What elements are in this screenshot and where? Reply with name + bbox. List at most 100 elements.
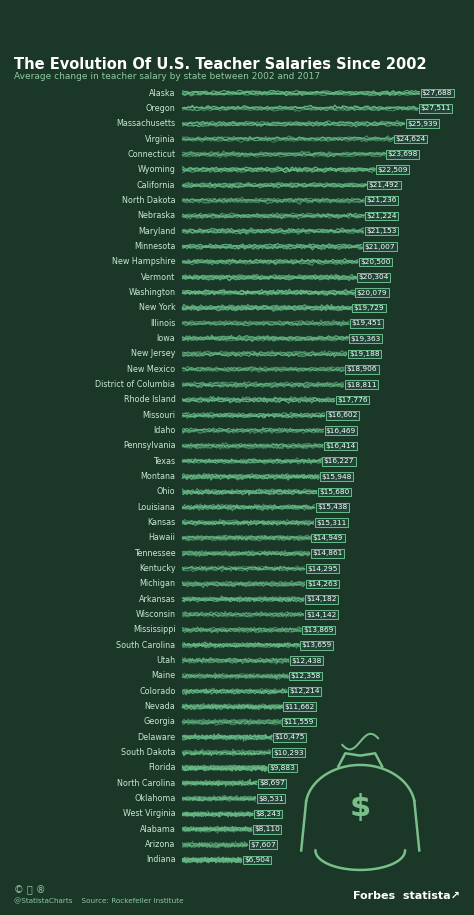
- Text: Nebraska: Nebraska: [137, 211, 175, 221]
- Text: $20,079: $20,079: [357, 289, 387, 296]
- Text: @StatistaCharts    Source: Rockefeller Institute: @StatistaCharts Source: Rockefeller Inst…: [14, 898, 184, 904]
- Text: Louisiana: Louisiana: [137, 502, 175, 511]
- Text: $19,729: $19,729: [354, 305, 384, 311]
- Text: West Virginia: West Virginia: [123, 810, 175, 819]
- Text: $14,263: $14,263: [307, 581, 337, 587]
- Text: $8,243: $8,243: [255, 811, 281, 817]
- Text: New York: New York: [138, 304, 175, 312]
- Text: Iowa: Iowa: [156, 334, 175, 343]
- Text: Oregon: Oregon: [146, 104, 175, 113]
- Text: Minnesota: Minnesota: [134, 242, 175, 251]
- Text: $12,358: $12,358: [291, 673, 321, 679]
- Text: © ⓘ ®: © ⓘ ®: [14, 885, 46, 895]
- Text: Idaho: Idaho: [153, 426, 175, 435]
- Text: Hawaii: Hawaii: [148, 533, 175, 543]
- Text: $8,531: $8,531: [258, 796, 283, 802]
- Text: $16,469: $16,469: [326, 427, 356, 434]
- Text: $18,906: $18,906: [346, 366, 377, 372]
- Text: $25,939: $25,939: [407, 121, 437, 127]
- Text: $15,948: $15,948: [321, 474, 352, 479]
- Text: $16,414: $16,414: [325, 443, 356, 449]
- Text: Kentucky: Kentucky: [139, 564, 175, 573]
- Text: $11,662: $11,662: [285, 704, 315, 710]
- Text: Maine: Maine: [151, 672, 175, 681]
- Text: Massachusetts: Massachusetts: [116, 119, 175, 128]
- Text: Kansas: Kansas: [147, 518, 175, 527]
- Text: $21,492: $21,492: [369, 182, 399, 188]
- Text: Utah: Utah: [156, 656, 175, 665]
- Text: $23,698: $23,698: [388, 152, 418, 157]
- Text: Vermont: Vermont: [141, 273, 175, 282]
- Text: $10,293: $10,293: [273, 749, 303, 756]
- Text: District of Columbia: District of Columbia: [95, 380, 175, 389]
- Text: Ohio: Ohio: [157, 488, 175, 497]
- Text: Oklahoma: Oklahoma: [134, 794, 175, 803]
- Text: $20,500: $20,500: [360, 259, 391, 264]
- Text: New Jersey: New Jersey: [131, 350, 175, 359]
- Text: Michigan: Michigan: [139, 579, 175, 588]
- Text: Connecticut: Connecticut: [127, 150, 175, 159]
- Text: $15,680: $15,680: [319, 489, 349, 495]
- Text: $14,295: $14,295: [307, 565, 337, 572]
- Text: $21,224: $21,224: [366, 213, 397, 219]
- Text: North Carolina: North Carolina: [117, 779, 175, 788]
- Text: $8,697: $8,697: [259, 780, 285, 786]
- Text: California: California: [137, 180, 175, 189]
- Text: $14,861: $14,861: [312, 550, 342, 556]
- Text: Rhode Island: Rhode Island: [124, 395, 175, 404]
- Text: Pennsylvania: Pennsylvania: [123, 441, 175, 450]
- Text: $12,214: $12,214: [290, 688, 320, 694]
- Text: Forbes  statista↗: Forbes statista↗: [353, 891, 460, 901]
- Text: New Mexico: New Mexico: [127, 365, 175, 373]
- Text: Indiana: Indiana: [146, 856, 175, 865]
- Text: $19,363: $19,363: [351, 336, 381, 341]
- Text: Maryland: Maryland: [138, 227, 175, 236]
- Text: $9,883: $9,883: [269, 765, 295, 771]
- Text: South Carolina: South Carolina: [116, 640, 175, 650]
- Text: $14,182: $14,182: [306, 597, 337, 602]
- Text: $19,451: $19,451: [351, 320, 382, 326]
- Text: Illinois: Illinois: [150, 318, 175, 328]
- Text: $27,688: $27,688: [422, 91, 452, 96]
- Text: $11,559: $11,559: [284, 719, 314, 725]
- Text: New Hampshire: New Hampshire: [112, 257, 175, 266]
- Text: Florida: Florida: [148, 763, 175, 772]
- Text: $6,904: $6,904: [244, 857, 270, 863]
- Text: $21,007: $21,007: [365, 243, 395, 250]
- Text: $13,869: $13,869: [303, 627, 334, 633]
- Text: $8,110: $8,110: [254, 826, 280, 833]
- Text: Georgia: Georgia: [144, 717, 175, 727]
- Text: $22,509: $22,509: [377, 167, 408, 173]
- Text: Tennessee: Tennessee: [134, 549, 175, 558]
- Text: Missouri: Missouri: [142, 411, 175, 420]
- Text: Arkansas: Arkansas: [138, 595, 175, 604]
- Text: $27,511: $27,511: [420, 105, 451, 112]
- Text: $16,602: $16,602: [327, 413, 357, 418]
- Text: Washington: Washington: [128, 288, 175, 297]
- Text: South Dakota: South Dakota: [121, 748, 175, 757]
- Text: Nevada: Nevada: [145, 702, 175, 711]
- Text: $20,304: $20,304: [359, 274, 389, 280]
- Text: $24,624: $24,624: [396, 136, 426, 142]
- Text: $17,776: $17,776: [337, 397, 367, 403]
- Text: $14,949: $14,949: [313, 535, 343, 541]
- Text: Wisconsin: Wisconsin: [136, 610, 175, 619]
- Text: Texas: Texas: [153, 457, 175, 466]
- Text: $16,227: $16,227: [324, 458, 354, 464]
- Text: Virginia: Virginia: [145, 135, 175, 144]
- Text: North Dakota: North Dakota: [122, 196, 175, 205]
- Text: Wyoming: Wyoming: [137, 166, 175, 175]
- Text: Delaware: Delaware: [137, 733, 175, 742]
- Text: Alabama: Alabama: [139, 824, 175, 834]
- Text: The Evolution Of U.S. Teacher Salaries Since 2002: The Evolution Of U.S. Teacher Salaries S…: [14, 57, 427, 71]
- Text: $7,607: $7,607: [250, 842, 276, 847]
- Text: $13,659: $13,659: [302, 642, 332, 648]
- Text: $21,236: $21,236: [366, 198, 397, 203]
- Text: Alaska: Alaska: [149, 89, 175, 98]
- Text: $14,142: $14,142: [306, 611, 336, 618]
- Text: Colorado: Colorado: [139, 687, 175, 695]
- Text: $18,811: $18,811: [346, 382, 376, 388]
- Text: Montana: Montana: [140, 472, 175, 481]
- Text: $15,311: $15,311: [316, 520, 346, 525]
- Text: $15,438: $15,438: [317, 504, 347, 511]
